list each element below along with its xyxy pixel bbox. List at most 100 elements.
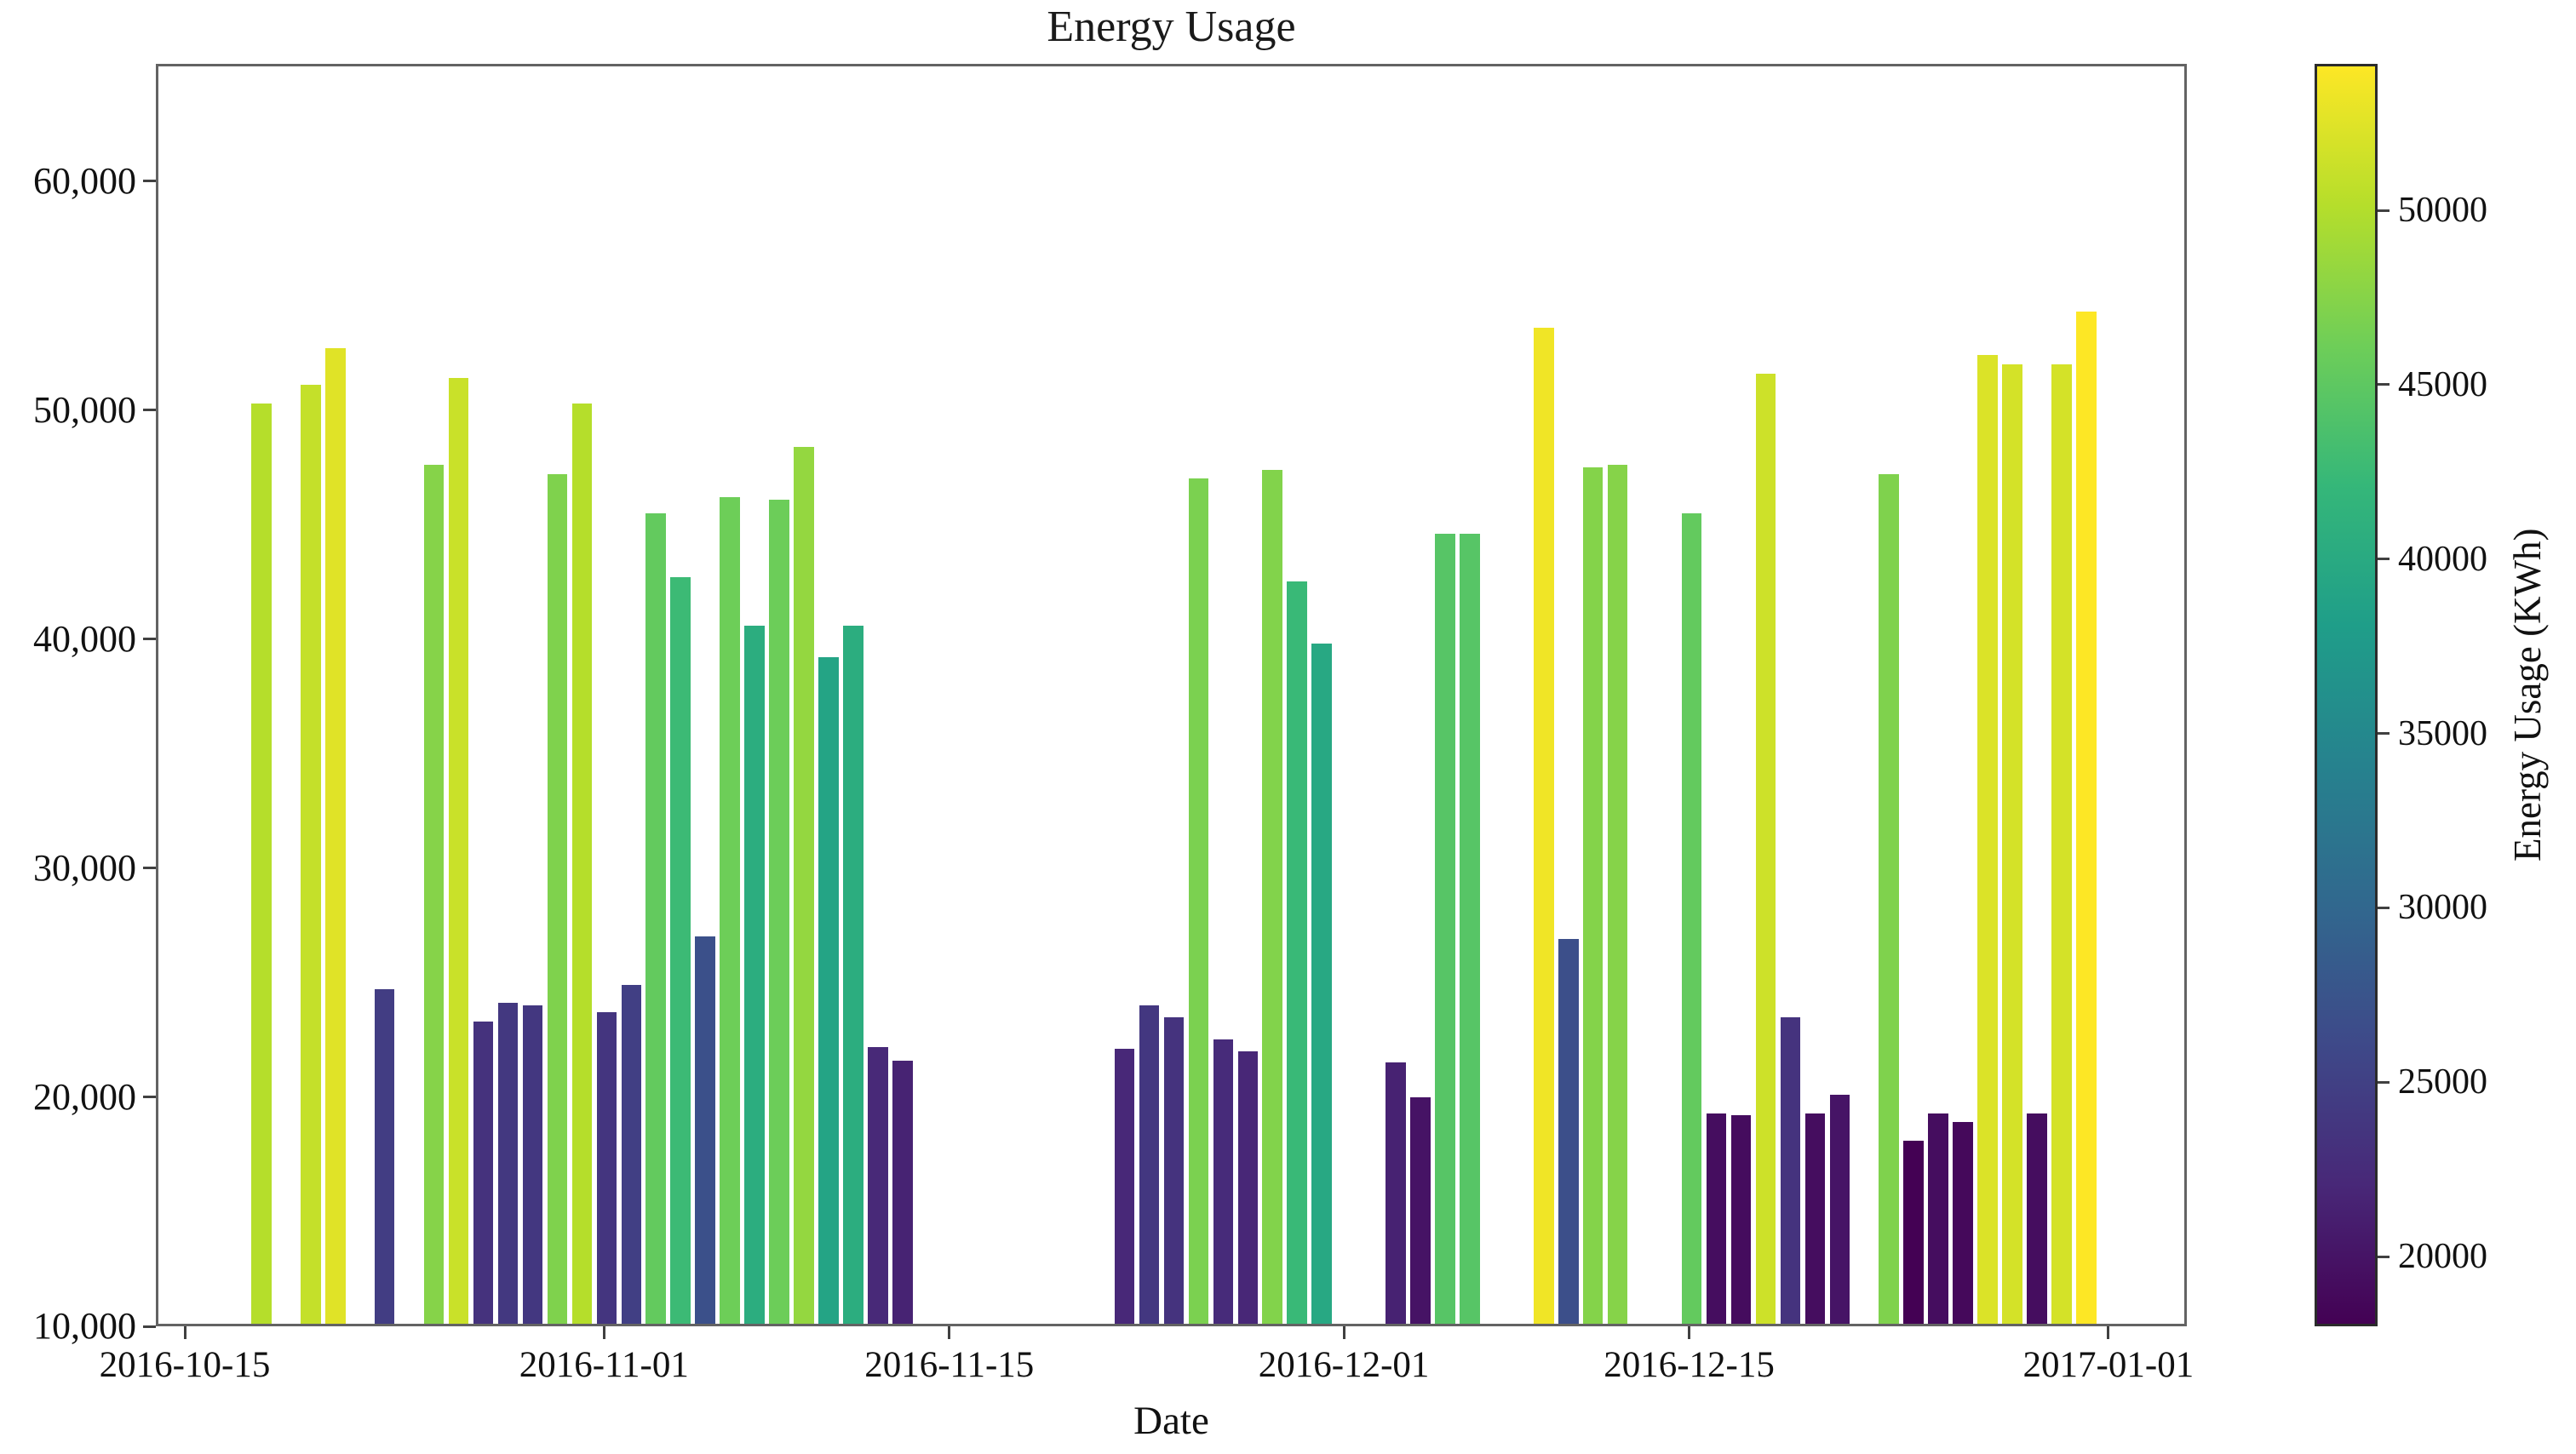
y-axis-tick-mark: [143, 867, 156, 870]
bar: [251, 403, 272, 1324]
bar: [547, 474, 568, 1324]
bar: [423, 465, 445, 1324]
colorbar: [2315, 64, 2378, 1326]
bar: [1262, 469, 1282, 1324]
bar: [497, 1003, 519, 1324]
bar: [1287, 581, 1307, 1324]
bar: [1558, 939, 1579, 1324]
bar: [1977, 355, 1998, 1324]
bar: [522, 1005, 543, 1324]
colorbar-tick-mark: [2378, 209, 2390, 212]
bar: [769, 499, 789, 1324]
colorbar-tick-mark: [2378, 383, 2390, 386]
bar: [1311, 644, 1332, 1324]
bar: [301, 385, 321, 1324]
bar: [1582, 467, 1604, 1324]
bar: [695, 936, 715, 1324]
chart-title: Energy Usage: [1047, 3, 1296, 51]
y-axis-tick-mark: [143, 409, 156, 412]
bar: [843, 625, 863, 1324]
bar: [1163, 1016, 1185, 1324]
colorbar-title: Energy Usage (KWh): [2506, 528, 2549, 862]
x-axis-tick-mark: [948, 1326, 951, 1339]
bar: [2051, 364, 2072, 1324]
x-axis-tick-label: 2016-12-15: [1604, 1345, 1775, 1385]
bar: [1386, 1062, 1406, 1324]
bar: [1804, 1113, 1826, 1324]
x-axis-tick-mark: [183, 1326, 186, 1339]
bar: [892, 1060, 913, 1324]
bar: [325, 348, 346, 1324]
colorbar-tick-label: 20000: [2398, 1237, 2487, 1277]
bar: [1681, 512, 1702, 1324]
bar: [1213, 1039, 1234, 1324]
bar: [621, 984, 642, 1324]
y-axis-tick-mark: [143, 638, 156, 641]
y-axis-tick-label: 40,000: [33, 617, 136, 660]
y-axis-tick-mark: [143, 180, 156, 183]
x-axis-tick-label: 2016-11-01: [519, 1345, 689, 1385]
colorbar-tick-label: 40000: [2398, 539, 2487, 579]
colorbar-tick-mark: [2378, 732, 2390, 736]
colorbar-tick-label: 25000: [2398, 1062, 2487, 1102]
colorbar-tick-label: 35000: [2398, 713, 2487, 753]
x-axis-tick-label: 2016-11-15: [864, 1345, 1035, 1385]
colorbar-tick-mark: [2378, 906, 2390, 909]
bar: [818, 657, 839, 1324]
bar: [1780, 1016, 1801, 1324]
bar: [1607, 465, 1628, 1324]
x-axis-tick-mark: [1688, 1326, 1691, 1339]
colorbar-tick-mark: [2378, 1080, 2390, 1084]
bar: [596, 1012, 617, 1324]
bar: [1460, 533, 1480, 1324]
bar: [868, 1046, 888, 1324]
y-axis-tick-mark: [143, 1096, 156, 1099]
y-axis-tick-label: 10,000: [33, 1305, 136, 1347]
x-axis-tick-mark: [2107, 1326, 2110, 1339]
x-axis-tick-mark: [1342, 1326, 1345, 1339]
y-axis-tick-label: 60,000: [33, 159, 136, 202]
bar: [1928, 1113, 1948, 1324]
bar: [448, 378, 469, 1324]
bar: [571, 403, 593, 1324]
x-axis-tick-label: 2016-10-15: [99, 1345, 271, 1385]
bar: [374, 989, 395, 1324]
bar: [1879, 474, 1899, 1324]
colorbar-tick-label: 30000: [2398, 888, 2487, 928]
y-axis-tick-label: 30,000: [33, 846, 136, 889]
bar: [645, 512, 666, 1324]
bar: [744, 625, 765, 1324]
x-axis-tick-mark: [602, 1326, 605, 1339]
x-axis-title: Date: [1133, 1399, 1209, 1443]
bar: [1410, 1096, 1431, 1324]
x-axis-tick-label: 2017-01-01: [2022, 1345, 2194, 1385]
bar: [473, 1021, 494, 1324]
bar: [720, 496, 740, 1324]
bar: [1829, 1095, 1850, 1324]
colorbar-tick-mark: [2378, 1255, 2390, 1258]
bar: [1730, 1115, 1752, 1324]
bar: [1114, 1049, 1135, 1324]
bar: [1755, 373, 1776, 1324]
colorbar-tick-label: 50000: [2398, 191, 2487, 231]
bar: [670, 577, 691, 1324]
bar: [794, 446, 814, 1324]
bar: [1953, 1122, 1973, 1324]
y-axis-tick-label: 50,000: [33, 388, 136, 431]
bar: [1435, 533, 1455, 1324]
bar: [1903, 1140, 1924, 1324]
bar: [2076, 312, 2097, 1324]
bar: [1237, 1050, 1259, 1324]
bar: [2027, 1113, 2047, 1324]
bar: [1188, 478, 1209, 1324]
bar: [1706, 1113, 1727, 1324]
colorbar-tick-label: 45000: [2398, 364, 2487, 404]
x-axis-tick-label: 2016-12-01: [1258, 1345, 1430, 1385]
bar: [1534, 327, 1554, 1324]
y-axis-tick-mark: [143, 1325, 156, 1328]
colorbar-tick-mark: [2378, 558, 2390, 561]
y-axis-tick-label: 20,000: [33, 1075, 136, 1118]
plot-area: [156, 64, 2187, 1326]
bar: [2002, 364, 2022, 1324]
